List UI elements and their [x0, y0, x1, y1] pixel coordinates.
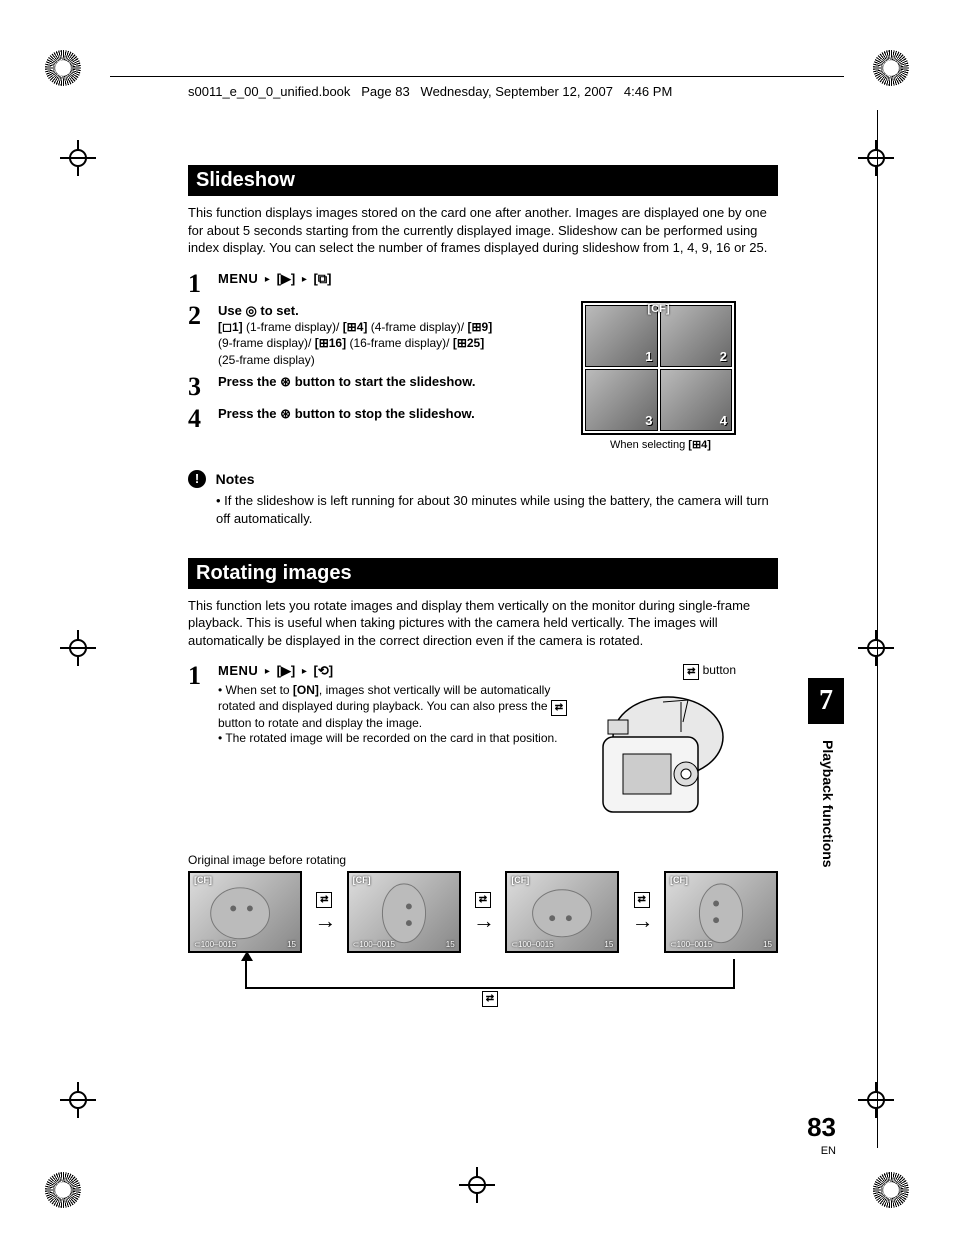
ok-button-icon: ⊛	[280, 374, 291, 389]
step-body: Use ◎ to set. [◻1] (1-frame display)/ [⊞…	[218, 303, 492, 375]
rotate-icon: ⇄	[683, 664, 699, 680]
registration-mark	[45, 1172, 81, 1208]
chevron-right-icon: ▸	[265, 666, 270, 677]
running-header: s0011_e_00_0_unified.book Page 83 Wednes…	[188, 84, 804, 99]
step-body: Press the ⊛ button to start the slidesho…	[218, 374, 492, 406]
step-number: 1	[188, 663, 218, 753]
menu-seq: [⟲]	[314, 663, 334, 678]
step-body: MENU ▸ [▶] ▸ [⟲] • When set to [ON], ima…	[218, 663, 576, 753]
trim-line	[110, 76, 844, 77]
notes-title: Notes	[216, 471, 255, 487]
loop-arrow: ⇄	[245, 959, 735, 989]
header-date: Wednesday, September 12, 2007	[421, 84, 613, 99]
page-number: 83 EN	[807, 1112, 836, 1157]
crop-mark	[60, 1082, 96, 1118]
section-title-slideshow: Slideshow	[188, 165, 778, 196]
crop-mark	[858, 1082, 894, 1118]
step-number: 4	[188, 406, 218, 438]
arrow-right-icon: →	[473, 908, 493, 934]
header-time: 4:46 PM	[624, 84, 672, 99]
step-number: 3	[188, 374, 218, 406]
rotate-icon: ⇄	[316, 892, 332, 908]
step-number: 1	[188, 271, 218, 303]
strip-caption: Original image before rotating	[188, 853, 778, 867]
page-label: Page 83	[361, 84, 409, 99]
camera-illustration: ⇄ button	[568, 663, 736, 835]
trim-line	[877, 110, 878, 1148]
step-number: 2	[188, 303, 218, 375]
registration-mark	[873, 1172, 909, 1208]
menu-seq: [▶]	[277, 663, 296, 678]
rotation-frame: [CF] ⊂100–001515	[347, 871, 461, 953]
preview-cell: 2	[660, 305, 733, 367]
step-body: MENU ▸ [▶] ▸ [⧉]	[218, 271, 492, 303]
rotation-frame: [CF] ⊂100–001515	[188, 871, 302, 953]
menu-seq: [⧉]	[314, 271, 332, 286]
notes-body: • If the slideshow is left running for a…	[188, 492, 778, 527]
alert-icon: !	[188, 470, 206, 488]
step-body: Press the ⊛ button to stop the slideshow…	[218, 406, 492, 438]
camera-svg	[568, 682, 736, 832]
rotate-icon: ⇄	[634, 892, 650, 908]
preview-cell: 3	[585, 369, 658, 431]
registration-mark	[873, 50, 909, 86]
registration-mark	[45, 50, 81, 86]
rotate-icon: ⇄	[475, 892, 491, 908]
rotating-intro: This function lets you rotate images and…	[188, 597, 778, 650]
cf-badge: [CF]	[648, 303, 670, 315]
chapter-tab: 7	[808, 678, 844, 724]
chevron-right-icon: ▸	[302, 274, 307, 285]
crop-mark	[60, 630, 96, 666]
arrow-right-icon: →	[314, 908, 334, 934]
preview-caption: When selecting [⊞4]	[583, 438, 738, 451]
chevron-right-icon: ▸	[302, 666, 307, 677]
preview-cell: 4	[660, 369, 733, 431]
rotation-frame: [CF] ⊂100–001515	[505, 871, 619, 953]
notes-block: ! Notes • If the slideshow is left runni…	[188, 470, 778, 527]
section-title-rotating: Rotating images	[188, 558, 778, 589]
menu-label: MENU	[218, 271, 258, 286]
menu-label: MENU	[218, 663, 258, 678]
four-frame-preview: [CF] 1 2 3 4 When selecting [⊞4]	[581, 301, 736, 435]
crop-mark	[60, 140, 96, 176]
ok-button-icon: ⊛	[280, 406, 291, 421]
chapter-side-label: Playback functions	[820, 740, 836, 868]
crop-mark	[459, 1167, 495, 1203]
menu-seq: [▶]	[277, 271, 296, 286]
arrow-right-icon: →	[632, 908, 652, 934]
book-file: s0011_e_00_0_unified.book	[188, 84, 350, 99]
rotation-sequence: Original image before rotating [CF] ⊂100…	[188, 853, 778, 989]
crop-mark	[858, 140, 894, 176]
crop-mark	[858, 630, 894, 666]
step-lead: Use ◎ to set.	[218, 303, 299, 318]
chevron-right-icon: ▸	[265, 274, 270, 285]
rotate-icon: ⇄	[482, 991, 498, 1007]
rotate-icon: ⇄	[551, 700, 567, 716]
rotation-frame: [CF] ⊂100–001515	[664, 871, 778, 953]
slideshow-intro: This function displays images stored on …	[188, 204, 778, 257]
